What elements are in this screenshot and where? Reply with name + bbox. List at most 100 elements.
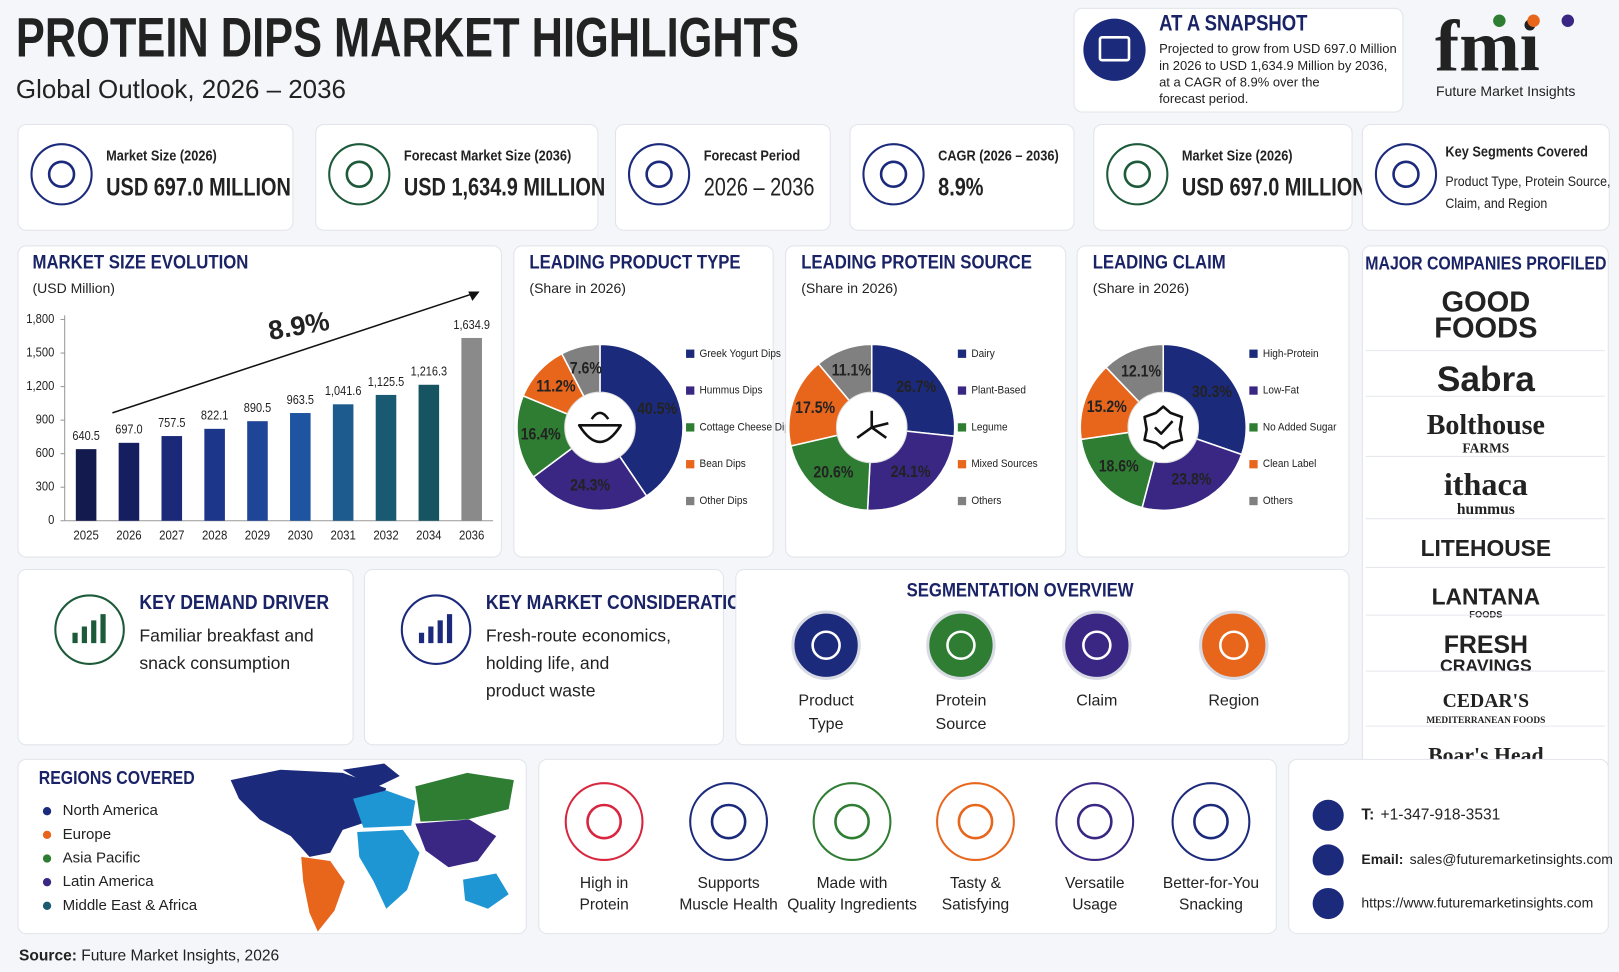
bar xyxy=(247,421,268,521)
slice-label: 11.1% xyxy=(832,362,871,380)
segment-label: Product xyxy=(798,692,854,710)
section-icon-glyph xyxy=(418,614,453,644)
legend-label: Clean Label xyxy=(1263,458,1317,471)
slice-label: 24.1% xyxy=(891,463,931,481)
region-label: Latin America xyxy=(63,873,155,890)
legend-label: Others xyxy=(971,495,1001,508)
segment-label: Claim xyxy=(1076,692,1117,710)
legend-label: Cottage Cheese Dips xyxy=(700,421,795,434)
benefit-label: Satisfying xyxy=(942,897,1009,914)
legend-swatch xyxy=(957,386,967,395)
benefit-icon-glyph xyxy=(1076,803,1113,840)
region-label: Middle East & Africa xyxy=(63,897,198,914)
map-africa xyxy=(357,829,420,909)
section-icon-glyph xyxy=(72,614,106,644)
contact-value: +1-347-918-3531 xyxy=(1381,806,1501,823)
x-tick-label: 2027 xyxy=(159,528,185,543)
pie-center-icon xyxy=(577,411,622,444)
segment-label: Type xyxy=(809,715,844,733)
section-title: KEY DEMAND DRIVER xyxy=(139,592,329,615)
section-title: REGIONS COVERED xyxy=(39,767,195,789)
panel xyxy=(1288,758,1609,935)
panel xyxy=(17,568,354,746)
page-subtitle: Global Outlook, 2026 – 2036 xyxy=(16,76,346,104)
legend-swatch xyxy=(1249,460,1258,469)
slice-label: 18.6% xyxy=(1099,458,1139,476)
legend-label: Others xyxy=(1263,495,1293,508)
kpi-icon-glyph xyxy=(1392,160,1420,189)
segment-icon-glyph xyxy=(1218,630,1249,661)
x-tick-label: 2034 xyxy=(416,528,442,543)
y-tick-label: 1,500 xyxy=(26,345,54,360)
kpi-icon xyxy=(1374,143,1438,206)
bar-value-label: 757.5 xyxy=(158,416,186,430)
benefit-icon xyxy=(564,782,644,862)
x-tick-label: 2030 xyxy=(288,528,314,543)
slice-label: 30.3% xyxy=(1192,383,1232,401)
x-tick-label: 2031 xyxy=(330,528,356,543)
slice-label: 24.3% xyxy=(570,477,610,495)
segment-icon xyxy=(1199,610,1269,680)
bar xyxy=(418,384,440,521)
company-name: Sabra xyxy=(1437,360,1535,399)
logo-name: Future Market Insights xyxy=(1436,83,1575,99)
trend-arrowhead xyxy=(468,291,480,301)
company-name: ithaca xyxy=(1444,466,1528,502)
slice-label: 20.6% xyxy=(813,464,853,482)
panel xyxy=(735,568,1350,746)
panel xyxy=(17,123,294,231)
segment-icon-glyph xyxy=(1082,630,1112,661)
kpi-icon xyxy=(328,143,391,206)
kpi-icon xyxy=(627,143,691,206)
panel xyxy=(1073,7,1404,113)
map-south-america xyxy=(301,856,345,932)
kpi-icon-glyph xyxy=(879,160,908,189)
legend-label: Mixed Sources xyxy=(971,458,1037,471)
slice-label: 26.7% xyxy=(896,378,936,396)
segment-label: Region xyxy=(1208,692,1259,710)
benefit-icon-glyph xyxy=(834,803,870,840)
section-text: holding life, and xyxy=(486,653,609,673)
x-tick-label: 2032 xyxy=(373,528,399,543)
logo-dot xyxy=(1527,14,1540,27)
company-subname: FARMS xyxy=(1462,440,1509,455)
benefit-label: High in xyxy=(580,875,628,892)
section-title: SEGMENTATION OVERVIEW xyxy=(907,578,1135,601)
x-tick-label: 2029 xyxy=(245,528,271,543)
company-name: CEDAR'S xyxy=(1443,690,1529,712)
segment-label: Protein xyxy=(936,692,987,710)
legend-swatch xyxy=(1249,496,1258,506)
section-title: MAJOR COMPANIES PROFILED xyxy=(1365,252,1606,274)
logo-dot xyxy=(1493,14,1506,27)
segment-icon-glyph xyxy=(811,630,841,661)
kpi-icon-glyph xyxy=(345,160,374,189)
legend-swatch xyxy=(1249,386,1258,395)
kpi-text: Claim, and Region xyxy=(1445,195,1547,211)
benefit-icon xyxy=(1171,782,1251,862)
benefit-icon xyxy=(812,782,892,862)
benefit-label: Snacking xyxy=(1179,897,1243,914)
y-tick-label: 0 xyxy=(48,512,55,527)
bar-value-label: 697.0 xyxy=(115,423,143,437)
chart-subtitle: (USD Million) xyxy=(33,280,115,296)
pie-slice xyxy=(516,394,602,479)
legend-swatch xyxy=(1249,349,1258,358)
chart-title: LEADING CLAIM xyxy=(1093,250,1226,273)
kpi-label: Market Size (2026) xyxy=(106,148,217,164)
legend-swatch xyxy=(957,349,967,358)
kpi-value: USD 697.0 MILLION xyxy=(1182,173,1367,201)
bar xyxy=(461,337,482,521)
section-icon xyxy=(400,594,472,665)
bar-value-label: 963.5 xyxy=(287,393,315,407)
benefit-icon xyxy=(689,782,769,862)
segment-icon xyxy=(926,610,996,680)
benefit-icon xyxy=(936,782,1015,862)
legend-label: Legume xyxy=(971,421,1007,434)
chart-subtitle: (Share in 2026) xyxy=(529,280,626,296)
pie-slice xyxy=(532,426,648,512)
slice-label: 17.5% xyxy=(795,399,835,417)
panel xyxy=(363,568,724,746)
legend-swatch xyxy=(1249,423,1258,432)
region-dot xyxy=(42,901,52,910)
